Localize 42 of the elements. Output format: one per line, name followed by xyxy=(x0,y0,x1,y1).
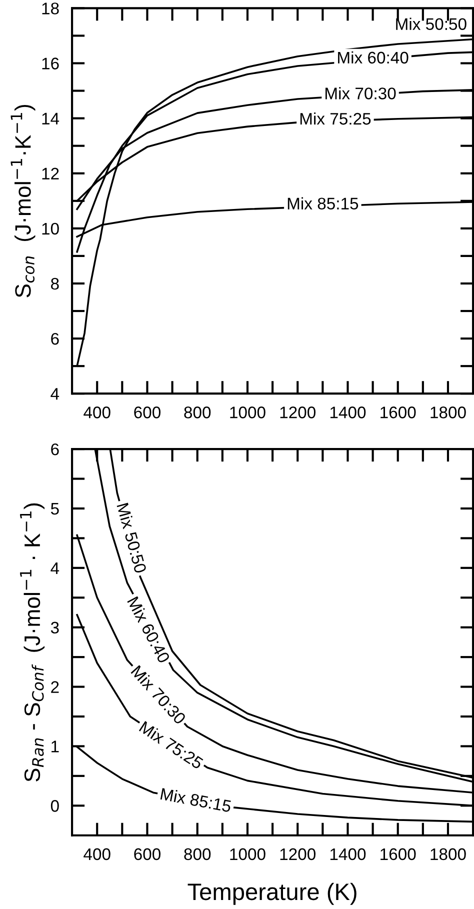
x-tick-label: 1000 xyxy=(230,406,266,418)
y-tick-label: 2 xyxy=(51,681,59,693)
y-tick-label: 6 xyxy=(51,443,59,456)
x-axis-title: Temperature (K) xyxy=(188,882,356,905)
y-tick-label: 8 xyxy=(51,278,59,290)
annotation: Mix 70:30 xyxy=(326,87,396,100)
x-tick-label: 600 xyxy=(134,848,160,860)
y-tick-label: 1 xyxy=(52,740,59,752)
text: S$_{Ran}$ - S$_{Conf}$ (J·mol$^{−1}$ · K$^{−1}$) xyxy=(20,503,45,782)
x-tick-label: 400 xyxy=(84,848,110,860)
annotation: Mix 60:40 xyxy=(338,51,408,64)
x-tick-label: 600 xyxy=(134,406,160,418)
y-tick-label: 16 xyxy=(42,58,59,70)
x-tick-label: 1800 xyxy=(430,406,466,418)
y-tick-label: 0 xyxy=(50,800,59,812)
annotation: Mix 85:15 xyxy=(288,197,358,210)
annotation: Mix 85:15 xyxy=(160,788,232,812)
y-tick-label: 18 xyxy=(42,2,59,14)
y-tick-label: 4 xyxy=(50,562,60,574)
y-tick-label: 14 xyxy=(42,112,60,124)
x-tick-label: 1200 xyxy=(280,406,316,418)
x-tick-label: 1800 xyxy=(430,848,466,860)
x-tick-label: 1000 xyxy=(230,848,266,860)
x-tick-label: 1400 xyxy=(330,406,366,418)
y-tick-label: 10 xyxy=(42,222,59,235)
x-tick-label: 1200 xyxy=(280,848,316,860)
y-axis-title: S$_{con}$ (J·mol$^{−1}$·K$^{−1}$) xyxy=(10,104,36,298)
annotation: Mix 50:50 xyxy=(396,18,466,30)
annotation: Mix 60:40 xyxy=(127,596,171,664)
y-tick-label: 6 xyxy=(51,332,59,345)
y-tick-label: 12 xyxy=(42,168,59,180)
y-tick-label: 3 xyxy=(50,622,59,634)
x-tick-label: 800 xyxy=(184,406,211,418)
x-tick-label: 800 xyxy=(184,848,211,860)
y-tick-label: 5 xyxy=(50,503,59,515)
y-tick-label: 4 xyxy=(50,388,60,400)
x-tick-label: 400 xyxy=(84,406,110,418)
annotation: Mix 50:50 xyxy=(116,502,148,574)
x-tick-label: 1600 xyxy=(380,406,416,418)
x-tick-label: 1400 xyxy=(330,848,366,860)
annotation: Mix 75:25 xyxy=(300,112,371,125)
x-tick-label: 1600 xyxy=(380,848,416,860)
